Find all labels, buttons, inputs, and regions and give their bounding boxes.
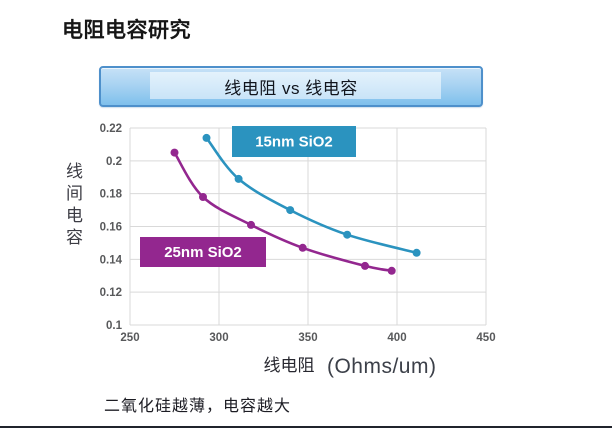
x-tick-label: 300	[209, 332, 228, 344]
series-label-text-25nm-SiO2: 25nm SiO2	[164, 244, 242, 261]
y-tick-label: 0.1	[106, 320, 123, 332]
y-tick-label: 0.2	[106, 156, 122, 168]
y-tick-label: 0.18	[100, 189, 123, 201]
data-point-15nm-SiO2	[343, 230, 352, 239]
x-axis-title-unit: (Ohms/um)	[326, 355, 437, 378]
x-tick-label: 350	[298, 332, 317, 344]
series-label-text-15nm-SiO2: 15nm SiO2	[255, 134, 333, 151]
line-chart: 15nm SiO2 25nm SiO2 250 300 350 400 450 0.22 0.2…	[100, 123, 496, 344]
chart-title-banner: 线电阻 vs 线电容	[99, 66, 483, 107]
bottom-divider	[0, 426, 612, 428]
banner-gloss	[150, 72, 441, 99]
data-point-15nm-SiO2	[202, 133, 211, 142]
series-label-box-15nm-SiO2	[232, 126, 356, 157]
x-tick-label: 400	[387, 332, 406, 344]
data-point-25nm-SiO2	[247, 220, 255, 229]
y-tick-label: 0.14	[100, 254, 123, 266]
data-point-25nm-SiO2	[170, 148, 179, 157]
data-point-25nm-SiO2	[361, 261, 369, 270]
x-axis-title-cn: 线电阻	[263, 356, 315, 375]
data-point-15nm-SiO2	[286, 206, 295, 215]
data-point-15nm-SiO2	[234, 174, 243, 183]
page-title: 电阻电容研究	[62, 19, 191, 42]
chart-area: 15nm SiO2 25nm SiO2 250 300 350 400 450 0.22 0.2…	[55, 112, 525, 364]
data-point-15nm-SiO2	[412, 248, 421, 257]
y-axis-title: 线间电容	[63, 162, 82, 250]
x-tick-label: 250	[120, 332, 139, 344]
x-axis-title: 线电阻 (Ohms/um)	[180, 351, 520, 379]
conclusion-note: 二氧化硅越薄，电容越大	[104, 398, 292, 415]
data-point-25nm-SiO2	[387, 266, 396, 275]
data-point-25nm-SiO2	[199, 193, 207, 201]
series-label-box-25nm-SiO2	[140, 237, 266, 267]
y-tick-label: 0.12	[100, 287, 122, 299]
y-tick-label: 0.22	[100, 123, 122, 135]
x-tick-label: 450	[476, 332, 495, 344]
data-point-25nm-SiO2	[298, 243, 307, 252]
y-tick-label: 0.16	[100, 222, 122, 234]
chart-title-label: 线电阻 vs 线电容	[224, 79, 358, 98]
